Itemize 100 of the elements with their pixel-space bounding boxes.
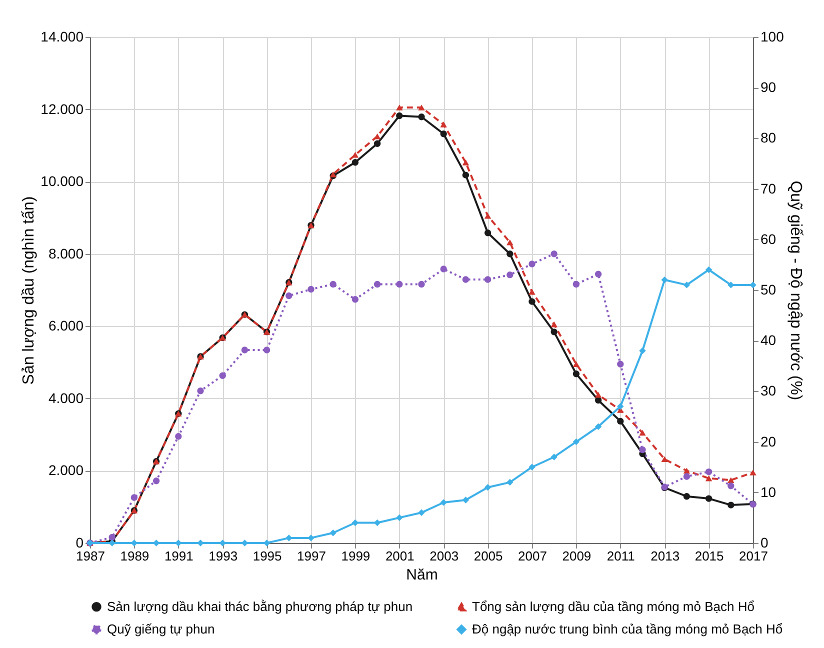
point [219,372,226,380]
point [728,282,734,288]
point [750,282,756,288]
y2-tick-label: 60 [760,230,776,247]
point [330,530,336,536]
legend-label: Sản lượng dầu khai thác bằng phương pháp tự phun [107,598,413,614]
point [661,456,668,462]
x-tick-label: 2009 [562,548,592,564]
x-tick-label: 2001 [385,548,414,564]
y2-tick-label: 40 [760,332,776,348]
point [352,519,359,526]
point [219,540,226,546]
point [396,112,403,120]
x-tick-label: 1991 [164,548,194,564]
y-tick-label: 12.000 [40,100,84,117]
point [374,280,381,288]
point [286,534,292,542]
point [506,239,514,246]
y-axis-title: Sản lượng dầu (nghìn tấn) [20,196,38,385]
point [594,423,602,430]
point [550,250,558,258]
point [528,260,536,268]
point [506,271,514,278]
point [396,514,403,522]
point [484,276,492,283]
point [661,276,668,284]
point [308,534,314,542]
point [683,282,690,288]
point [705,475,712,482]
point [506,250,514,258]
point [484,484,492,491]
y-tick-label: 0 [76,534,84,550]
point [728,482,734,490]
x-tick-label: 1997 [297,548,326,564]
point [594,392,602,398]
point [705,468,712,476]
point [683,468,690,474]
y-tick-label: 2.000 [48,462,84,478]
y2-tick-label: 90 [760,79,776,96]
point [286,292,292,300]
point [728,477,734,484]
point [374,140,381,147]
point [528,288,536,295]
y-tick-label: 10.000 [40,173,84,190]
point [263,346,270,354]
point [440,499,447,506]
legend-label: Độ ngập nước trung bình của tầng móng mỏ Bạch Hổ [472,622,783,636]
point [197,540,204,546]
point [639,347,646,354]
point [728,502,734,508]
point [175,433,182,440]
point [352,296,359,303]
point [440,266,447,272]
x-axis-title: Năm [406,566,438,584]
x-tick-label: 2007 [518,548,547,564]
y-tick-label: 8.000 [48,245,84,262]
point [175,540,182,546]
point [617,418,624,425]
point [484,213,492,219]
legend-label: Quỹ giếng tự phun [107,622,215,636]
point [550,321,558,328]
point [462,160,470,166]
y-tick-label: 4.000 [48,390,84,406]
point [572,370,580,378]
point [594,270,602,278]
x-tick-label: 1995 [252,548,282,564]
point [418,104,425,110]
y-tick-label: 6.000 [48,318,84,334]
point [750,470,756,476]
x-tick-label: 1989 [120,548,150,564]
point [462,496,470,504]
legend-label: Tổng sản lượng dầu của tầng móng mỏ Bạch Hổ [472,599,754,614]
x-tick-label: 1987 [76,548,105,564]
point [130,494,138,501]
point [617,360,624,368]
point [683,473,690,480]
point [152,477,160,484]
x-tick-label: 2011 [606,548,635,564]
y2-tick-label: 10 [760,484,776,500]
point [352,159,359,166]
point [374,519,381,526]
point [197,387,204,394]
x-tick-label: 2003 [430,548,459,564]
y-tick-label: 14.000 [40,28,84,44]
point [330,280,336,288]
point [462,172,470,178]
point [572,280,580,288]
point [528,464,536,470]
y2-axis-title: Quỹ giếng - Độ ngập nước (%) [786,180,804,400]
point [550,328,558,336]
point [683,493,690,500]
x-tick-label: 1999 [341,548,370,564]
point [418,280,425,288]
point [440,122,447,128]
point [705,266,712,274]
y2-tick-label: 30 [760,382,776,399]
point [639,430,646,436]
point [396,280,403,288]
y2-tick-label: 0 [760,534,768,550]
point [572,438,580,446]
